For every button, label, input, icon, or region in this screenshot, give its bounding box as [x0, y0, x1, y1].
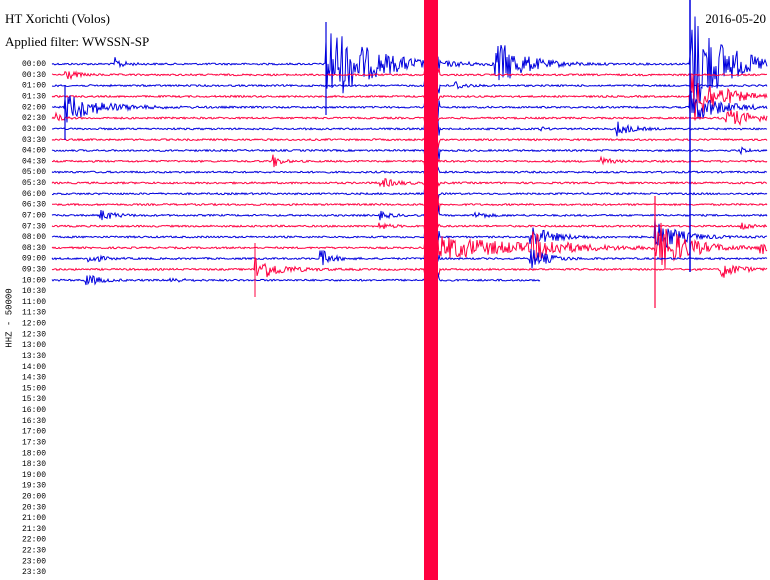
time-label: 02:00	[22, 103, 46, 112]
trace	[51, 269, 541, 290]
time-label: 16:30	[22, 417, 46, 426]
filter-label: Applied filter: WWSSN-SP	[5, 34, 149, 49]
time-label: 20:00	[22, 493, 46, 502]
time-label: 11:00	[22, 298, 46, 307]
time-label: 22:00	[22, 536, 46, 545]
trace	[51, 90, 768, 123]
trace	[51, 222, 768, 269]
trace	[51, 161, 768, 182]
trace	[51, 255, 768, 282]
time-label: 09:30	[22, 265, 46, 274]
time-label: 18:00	[22, 449, 46, 458]
time-label: 15:30	[22, 395, 46, 404]
time-label: 16:00	[22, 406, 46, 415]
time-label: 17:00	[22, 428, 46, 437]
station-title: HT Xorichti (Volos)	[5, 11, 110, 26]
axis-label: HHZ - 50000	[4, 288, 14, 347]
time-label: 13:00	[22, 341, 46, 350]
time-label: 12:30	[22, 330, 46, 339]
time-label: 13:30	[22, 352, 46, 361]
time-label: 04:30	[22, 157, 46, 166]
earthquake-band	[424, 0, 438, 580]
time-label: 07:00	[22, 211, 46, 220]
time-label: 12:00	[22, 320, 46, 329]
trace	[51, 183, 768, 204]
trace	[51, 64, 767, 85]
trace	[51, 127, 768, 152]
time-label: 03:30	[22, 136, 46, 145]
time-label: 06:00	[22, 190, 46, 199]
time-label: 09:00	[22, 255, 46, 264]
time-label: 18:30	[22, 460, 46, 469]
trace	[51, 76, 768, 97]
trace	[51, 149, 768, 171]
time-label: 21:00	[22, 514, 46, 523]
time-label: 00:00	[22, 60, 46, 69]
traces	[51, 0, 768, 308]
time-label: 10:30	[22, 287, 46, 296]
time-label: 21:30	[22, 525, 46, 534]
time-label: 19:00	[22, 471, 46, 480]
date-label: 2016-05-20	[705, 11, 766, 26]
trace	[51, 204, 768, 227]
trace	[51, 74, 768, 121]
time-label: 01:00	[22, 82, 46, 91]
trace	[52, 194, 768, 215]
time-label: 03:00	[22, 125, 46, 134]
time-label: 07:30	[22, 222, 46, 231]
time-label: 19:30	[22, 482, 46, 491]
time-label: 20:30	[22, 503, 46, 512]
trace	[51, 16, 768, 111]
trace	[51, 215, 768, 234]
time-label: 05:30	[22, 179, 46, 188]
time-label: 17:30	[22, 438, 46, 447]
time-label: 10:00	[22, 276, 46, 285]
time-label: 22:30	[22, 547, 46, 556]
time-label: 23:30	[22, 568, 46, 577]
time-label: 00:30	[22, 71, 46, 80]
time-label: 01:30	[22, 93, 46, 102]
trace	[51, 217, 768, 249]
trace	[51, 139, 768, 162]
time-label: 23:00	[22, 557, 46, 566]
time-label: 14:00	[22, 363, 46, 372]
time-label: 02:30	[22, 114, 46, 123]
time-label: 06:30	[22, 201, 46, 210]
trace	[51, 107, 768, 130]
time-label: 08:30	[22, 244, 46, 253]
time-label: 08:00	[22, 233, 46, 242]
trace	[51, 118, 768, 140]
time-label: 15:00	[22, 384, 46, 393]
time-label: 05:00	[22, 168, 46, 177]
trace	[51, 172, 768, 195]
time-label: 11:30	[22, 309, 46, 318]
time-label: 04:00	[22, 147, 46, 156]
trace	[51, 248, 768, 269]
time-label: 14:30	[22, 374, 46, 383]
